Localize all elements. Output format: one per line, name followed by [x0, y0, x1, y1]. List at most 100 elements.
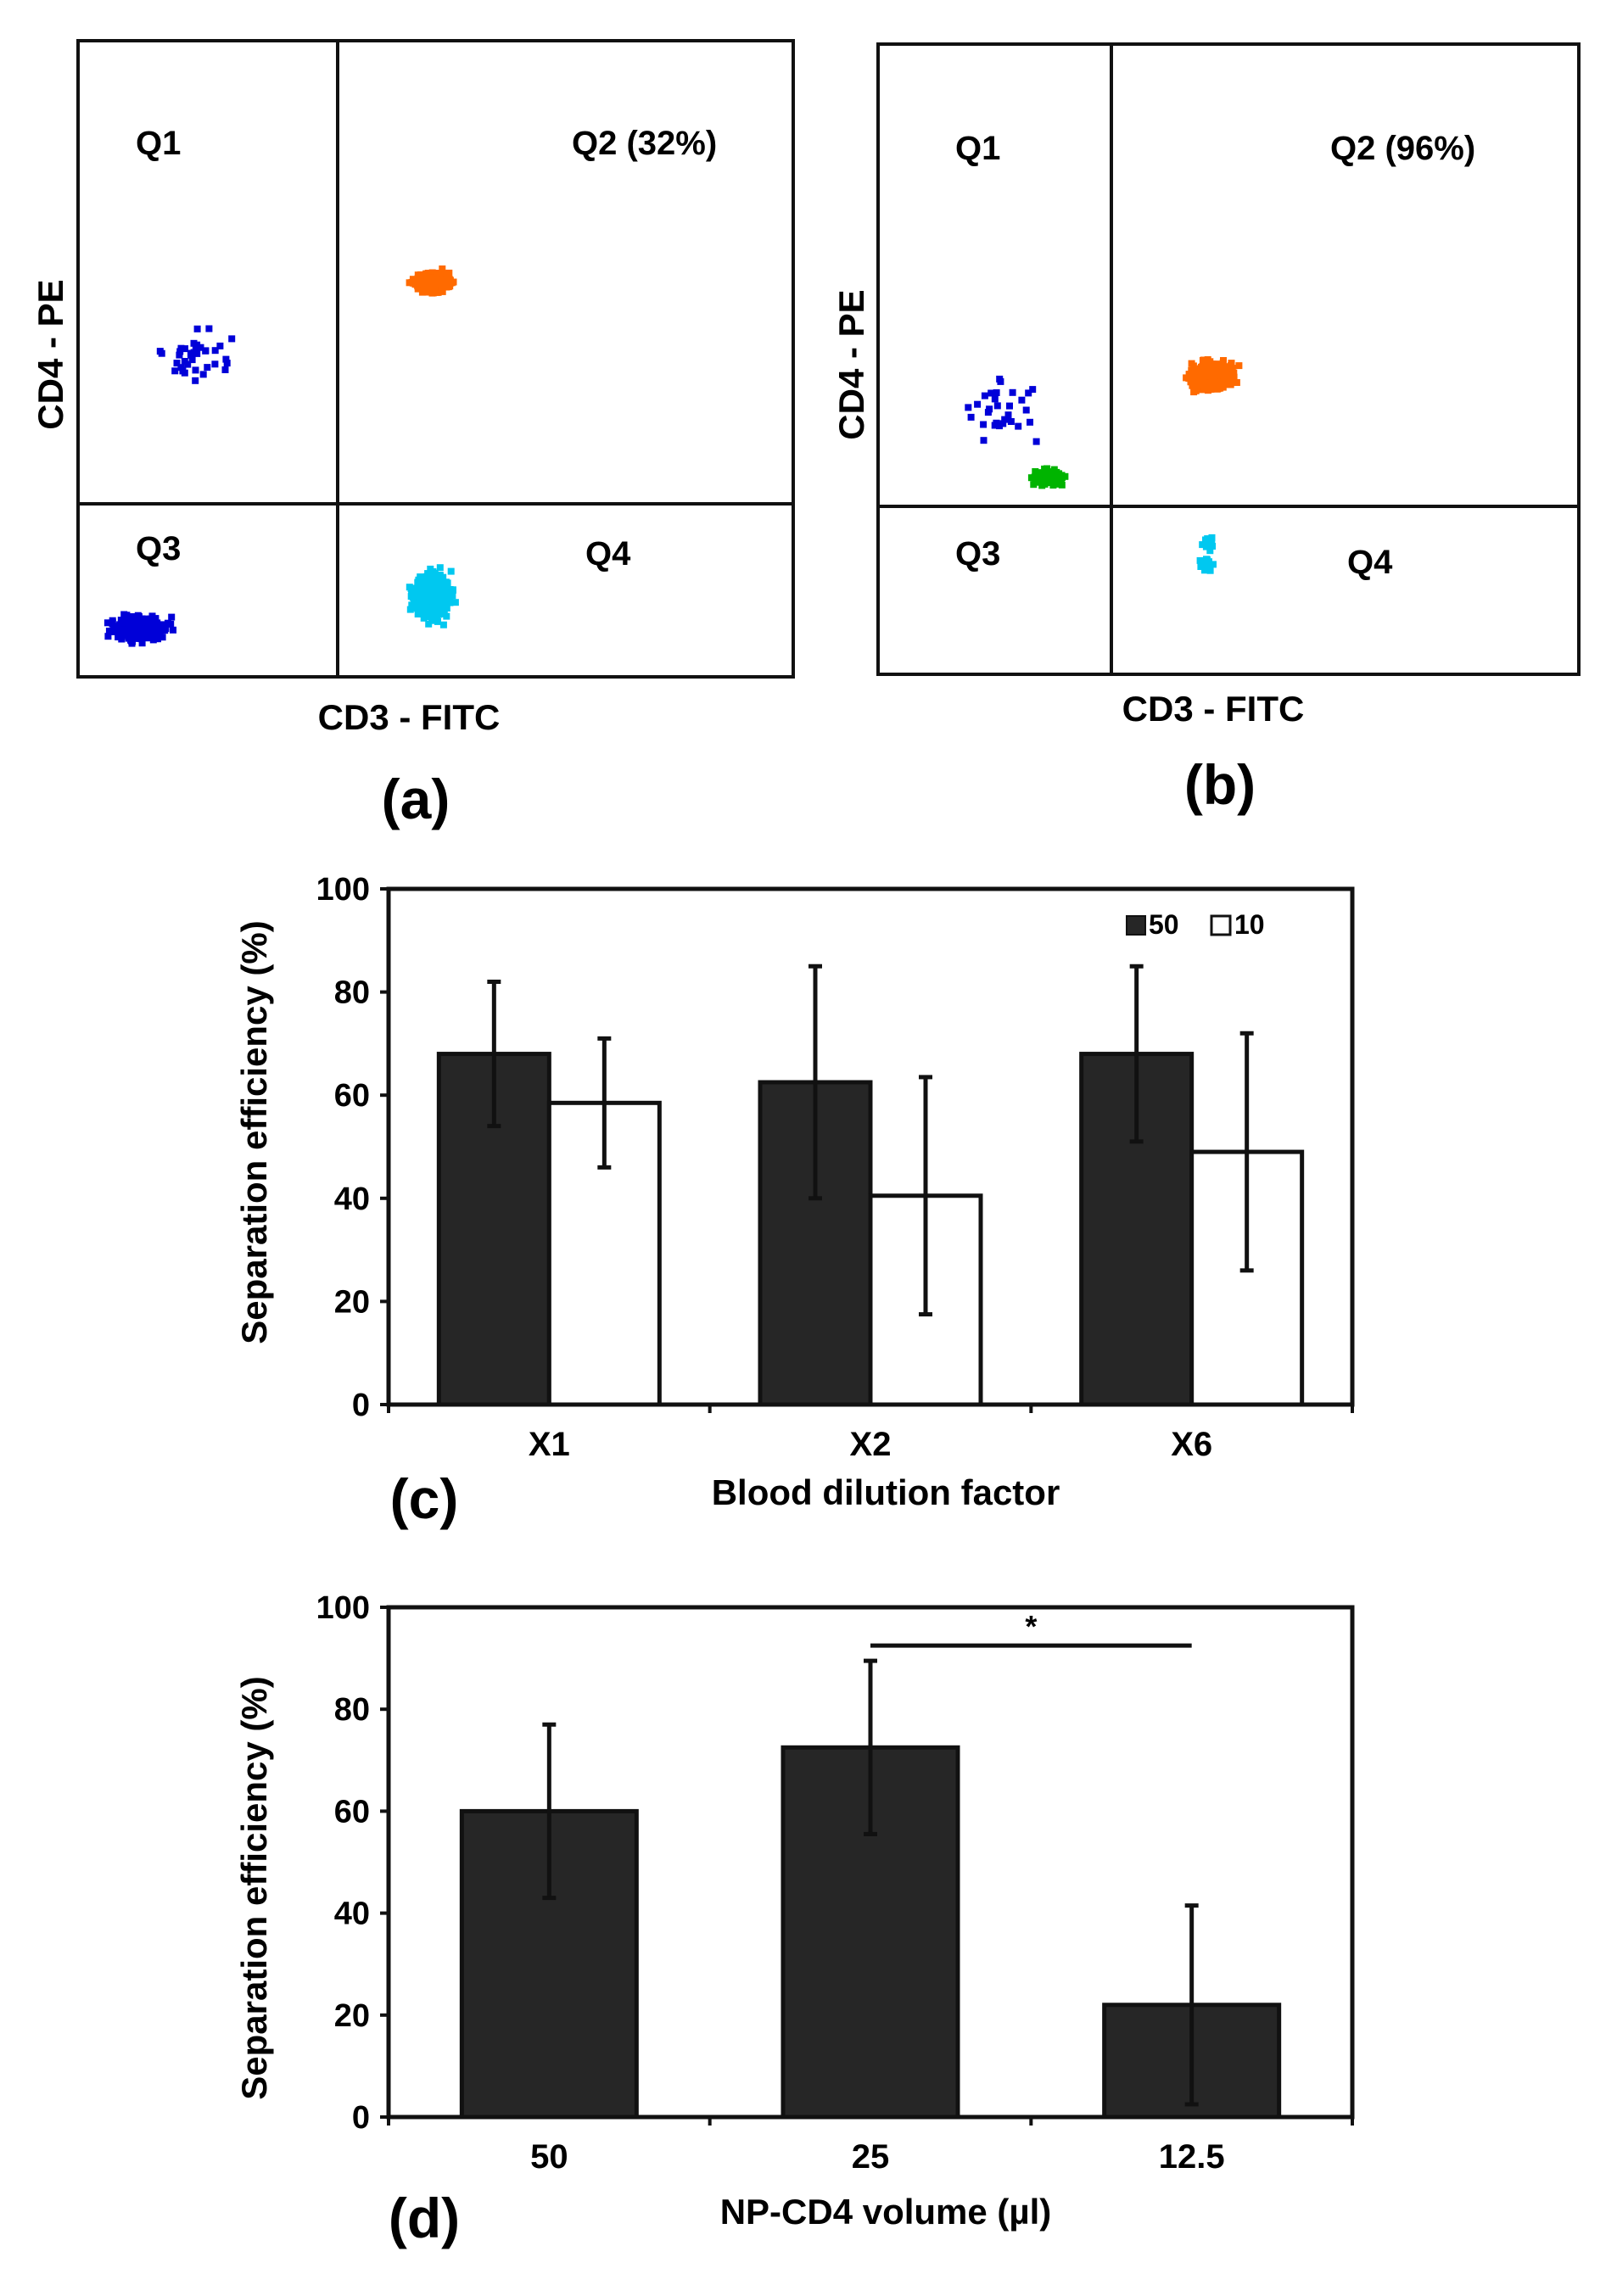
event-cd3neg: [123, 612, 131, 619]
event-cd3pos-cd4neg: [449, 586, 456, 594]
event-cd3neg: [156, 348, 164, 355]
panel-d: 0 20 40 60 80 100 50 25 12.5 * Separation effici…: [234, 1590, 1355, 2249]
event-cd3pos-cd4pos: [1195, 382, 1201, 389]
event-cd3pos-cd4pos: [1188, 366, 1195, 374]
event-cd3pos-cd4neg: [428, 612, 436, 620]
event-cd3pos-cd4neg: [1206, 547, 1214, 555]
event-cd3pos-cd4neg: [439, 621, 447, 628]
event-cd3neg: [991, 395, 999, 403]
event-cd3pos-cd4neg: [417, 602, 424, 610]
y-axis-label-b: CD4 - PE: [831, 289, 871, 439]
event-cd3pos-cd4neg: [1208, 533, 1216, 541]
event-cd3neg: [130, 629, 137, 637]
event-cd3neg: [167, 620, 175, 628]
event-cd3neg: [104, 619, 111, 627]
y-tick-label: 20: [334, 1998, 370, 2034]
event-cd3pos-cd4neg: [427, 565, 434, 573]
event-cd3neg: [967, 413, 975, 421]
event-cd3neg: [1006, 402, 1013, 410]
event-cd3neg: [154, 628, 161, 636]
event-debris: [1048, 472, 1055, 480]
event-cd3pos-cd4neg: [420, 614, 428, 622]
event-cd3neg: [197, 344, 204, 351]
event-cd3neg: [129, 626, 137, 634]
event-cd3pos-cd4neg: [428, 593, 436, 600]
event-cd3neg: [122, 616, 130, 623]
event-cd3neg: [999, 420, 1007, 427]
event-cd3pos-cd4neg: [1201, 567, 1208, 574]
panel-c: 0 20 40 60 80 100 X1 X2 X6 50 10 Separation effi…: [234, 872, 1355, 1530]
event-cd3pos-cd4neg: [428, 578, 436, 586]
event-cd3pos-cd4neg: [1206, 558, 1212, 566]
event-cd3neg: [154, 635, 161, 643]
event-cd3pos-cd4neg: [417, 598, 425, 606]
scatter-points-a: [104, 265, 459, 647]
y-axis-label-c: Separation efficiency (%): [234, 920, 274, 1344]
event-cd3neg: [221, 366, 229, 373]
event-cd3neg: [138, 635, 146, 643]
y-axis-label-a: CD4 - PE: [31, 279, 70, 429]
event-cd3pos-cd4pos: [1217, 378, 1224, 386]
bar-chart-d: [459, 1658, 1282, 2120]
event-cd3neg: [193, 349, 201, 357]
event-cd3pos-cd4pos: [1219, 359, 1227, 366]
event-cd3pos-cd4pos: [428, 269, 436, 277]
event-cd3pos-cd4pos: [439, 265, 446, 272]
event-debris: [1038, 470, 1046, 478]
event-cd3pos-cd4neg: [414, 611, 422, 617]
event-cd3pos-cd4pos: [409, 276, 417, 283]
event-cd3pos-cd4pos: [1227, 381, 1234, 388]
event-cd3neg: [129, 613, 137, 620]
x-axis-label-c: Blood dilution factor: [712, 1472, 1060, 1512]
event-cd3pos-cd4neg: [420, 607, 428, 615]
event-cd3pos-cd4neg: [446, 599, 454, 606]
event-cd3neg: [193, 325, 201, 332]
event-cd3neg: [1022, 406, 1030, 414]
event-debris: [1061, 472, 1069, 480]
event-cd3pos-cd4neg: [432, 600, 439, 607]
event-cd3pos-cd4neg: [421, 587, 428, 595]
event-cd3neg: [179, 367, 187, 375]
event-cd3pos-cd4neg: [425, 620, 433, 628]
event-cd3pos-cd4neg: [1205, 540, 1212, 548]
event-cd3pos-cd4pos: [429, 283, 437, 291]
y-tick-label: 40: [334, 1182, 370, 1217]
event-cd3neg: [187, 351, 194, 359]
event-cd3pos-cd4neg: [439, 573, 447, 581]
event-cd3pos-cd4pos: [1235, 362, 1243, 370]
y-tick-label: 100: [316, 1590, 370, 1626]
event-debris: [1038, 476, 1046, 483]
x-axis-label-d: NP-CD4 volume (µl): [720, 2192, 1052, 2232]
event-cd3pos-cd4neg: [432, 590, 439, 598]
event-cd3neg: [133, 619, 140, 627]
event-cd3pos-cd4pos: [417, 277, 424, 285]
y-tick-label: 40: [334, 1897, 370, 1932]
event-cd3pos-cd4pos: [406, 279, 413, 287]
panel-label-c: (c): [390, 1467, 459, 1530]
event-cd3pos-cd4neg: [407, 585, 415, 592]
event-cd3neg: [974, 400, 982, 408]
event-cd3pos-cd4neg: [418, 593, 426, 601]
event-cd3neg: [109, 627, 117, 634]
event-cd3neg: [1007, 418, 1015, 425]
event-cd3pos-cd4pos: [422, 275, 430, 282]
event-cd3pos-cd4pos: [1200, 383, 1208, 391]
panel-label-d: (d): [389, 2187, 460, 2249]
event-cd3neg: [222, 355, 230, 363]
event-cd3pos-cd4neg: [1206, 567, 1214, 574]
x-axis-label-b: CD3 - FITC: [1122, 689, 1305, 729]
x-tick-label: 12.5: [1159, 2138, 1225, 2176]
event-cd3neg: [112, 623, 120, 630]
event-cd3pos-cd4pos: [1202, 364, 1210, 371]
x-axis-label-a: CD3 - FITC: [318, 697, 501, 737]
event-cd3neg: [125, 634, 132, 642]
event-cd3pos-cd4pos: [1220, 377, 1228, 384]
event-cd3neg: [1004, 411, 1012, 419]
event-cd3pos-cd4pos: [1212, 369, 1220, 377]
event-cd3pos-cd4neg: [437, 600, 445, 607]
event-cd3pos-cd4neg: [435, 606, 442, 614]
event-cd3neg: [162, 625, 170, 633]
event-cd3neg: [188, 356, 196, 364]
event-cd3neg: [202, 347, 210, 355]
